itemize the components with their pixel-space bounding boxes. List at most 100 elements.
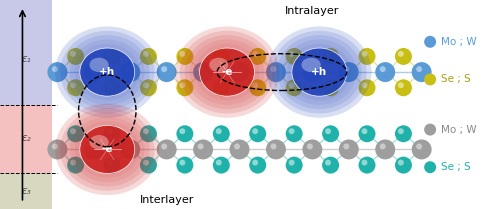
Ellipse shape [416,66,422,72]
Ellipse shape [157,62,177,82]
Ellipse shape [424,73,436,85]
Ellipse shape [343,143,349,149]
Ellipse shape [70,82,76,88]
Ellipse shape [179,128,185,134]
Bar [0,173,52,209]
Ellipse shape [143,82,149,88]
Ellipse shape [302,62,322,82]
Text: Interlayer: Interlayer [140,195,194,205]
Ellipse shape [358,48,375,65]
Ellipse shape [106,160,112,166]
Ellipse shape [322,79,339,96]
Ellipse shape [179,82,185,88]
Ellipse shape [325,160,331,166]
Ellipse shape [249,79,266,96]
Ellipse shape [198,143,204,149]
Ellipse shape [252,51,258,57]
Ellipse shape [252,160,258,166]
Ellipse shape [424,36,436,48]
Ellipse shape [176,48,193,65]
Ellipse shape [190,40,264,105]
Ellipse shape [84,62,104,82]
Ellipse shape [52,66,58,72]
Ellipse shape [213,157,230,174]
Ellipse shape [55,26,159,118]
Text: Mo ; W: Mo ; W [441,125,477,135]
Ellipse shape [395,48,412,65]
Ellipse shape [277,35,362,109]
Ellipse shape [375,139,395,159]
Ellipse shape [140,157,157,174]
Ellipse shape [120,62,140,82]
Ellipse shape [380,66,386,72]
Ellipse shape [287,44,352,101]
Ellipse shape [216,51,222,57]
Ellipse shape [67,48,84,65]
Ellipse shape [358,79,375,96]
Ellipse shape [195,44,259,101]
Ellipse shape [288,82,294,88]
Ellipse shape [307,143,313,149]
Ellipse shape [47,62,67,82]
Ellipse shape [120,139,140,159]
Ellipse shape [47,139,67,159]
Ellipse shape [70,160,76,166]
Ellipse shape [176,125,193,142]
Ellipse shape [270,66,276,72]
Ellipse shape [106,51,112,57]
Ellipse shape [80,48,135,96]
Ellipse shape [325,51,331,57]
Text: ε₂: ε₂ [21,133,31,143]
Text: ε₁: ε₁ [21,54,31,64]
Ellipse shape [106,82,112,88]
Ellipse shape [322,157,339,174]
Ellipse shape [301,58,321,72]
Ellipse shape [161,66,167,72]
Ellipse shape [252,82,258,88]
Ellipse shape [358,157,375,174]
Ellipse shape [361,160,367,166]
Ellipse shape [343,66,349,72]
Ellipse shape [285,157,302,174]
Ellipse shape [285,48,302,65]
Text: +h: +h [99,67,115,77]
Ellipse shape [266,62,286,82]
Ellipse shape [234,143,240,149]
Ellipse shape [104,157,121,174]
Ellipse shape [230,62,250,82]
Ellipse shape [285,125,302,142]
Ellipse shape [395,157,412,174]
Ellipse shape [180,31,274,113]
Ellipse shape [361,51,367,57]
Ellipse shape [322,125,339,142]
Ellipse shape [249,48,266,65]
Ellipse shape [272,31,367,113]
Ellipse shape [60,31,155,113]
Ellipse shape [60,108,155,191]
Text: -e: -e [102,144,113,154]
Ellipse shape [267,26,371,118]
Ellipse shape [70,40,145,105]
Ellipse shape [288,128,294,134]
Text: +h: +h [311,67,327,77]
Ellipse shape [89,135,109,149]
Text: Intralayer: Intralayer [285,6,339,16]
Ellipse shape [143,160,149,166]
Ellipse shape [176,157,193,174]
Ellipse shape [193,139,213,159]
Text: ε₃: ε₃ [21,186,31,196]
Ellipse shape [285,79,302,96]
Ellipse shape [361,82,367,88]
Ellipse shape [75,121,140,178]
Ellipse shape [161,143,167,149]
Ellipse shape [200,48,254,96]
Ellipse shape [88,143,94,149]
Ellipse shape [140,48,157,65]
Ellipse shape [292,48,347,96]
Ellipse shape [67,125,84,142]
Ellipse shape [270,143,276,149]
Ellipse shape [176,79,193,96]
Ellipse shape [179,160,185,166]
Ellipse shape [395,79,412,96]
Ellipse shape [216,128,222,134]
